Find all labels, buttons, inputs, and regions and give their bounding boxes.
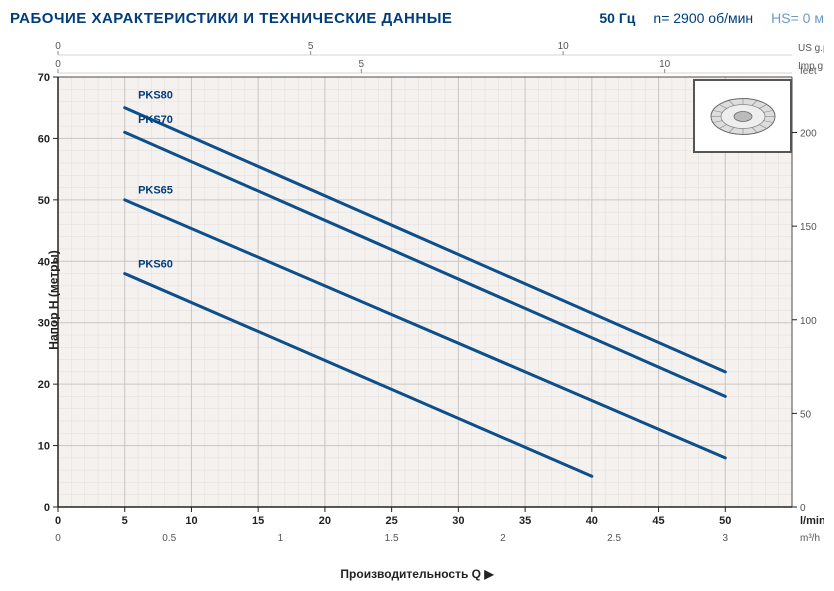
svg-text:5: 5 bbox=[359, 59, 365, 70]
svg-text:PKS60: PKS60 bbox=[138, 258, 173, 270]
svg-text:45: 45 bbox=[652, 515, 664, 527]
svg-text:5: 5 bbox=[122, 515, 128, 527]
svg-text:25: 25 bbox=[386, 515, 398, 527]
svg-text:35: 35 bbox=[519, 515, 531, 527]
svg-text:0: 0 bbox=[55, 515, 61, 527]
svg-text:20: 20 bbox=[38, 379, 50, 391]
svg-text:60: 60 bbox=[38, 133, 50, 145]
pump-chart: Напор H (метры) 010203040506070050100150… bbox=[10, 35, 824, 565]
svg-text:50: 50 bbox=[800, 409, 812, 420]
svg-text:0: 0 bbox=[44, 502, 50, 514]
svg-text:l/min: l/min bbox=[800, 515, 824, 527]
svg-text:15: 15 bbox=[252, 515, 264, 527]
svg-text:2.5: 2.5 bbox=[607, 533, 621, 544]
gear-illustration bbox=[693, 79, 792, 153]
svg-text:Imp g.p.m.: Imp g.p.m. bbox=[798, 61, 824, 72]
svg-text:US g.p.m.: US g.p.m. bbox=[798, 43, 824, 54]
svg-text:150: 150 bbox=[800, 222, 817, 233]
svg-text:70: 70 bbox=[38, 72, 50, 84]
spec-rpm: n= 2900 об/мин bbox=[653, 10, 753, 26]
svg-text:200: 200 bbox=[800, 129, 817, 140]
svg-text:0: 0 bbox=[55, 41, 61, 52]
svg-text:0: 0 bbox=[55, 59, 61, 70]
spec-freq: 50 Гц bbox=[599, 10, 635, 26]
svg-text:100: 100 bbox=[800, 316, 817, 327]
svg-text:PKS70: PKS70 bbox=[138, 114, 173, 126]
svg-text:PKS80: PKS80 bbox=[138, 90, 173, 102]
svg-text:50: 50 bbox=[719, 515, 731, 527]
svg-text:2: 2 bbox=[500, 533, 506, 544]
page-title: РАБОЧИЕ ХАРАКТЕРИСТИКИ И ТЕХНИЧЕСКИЕ ДАН… bbox=[10, 10, 452, 27]
svg-text:1.5: 1.5 bbox=[385, 533, 399, 544]
svg-text:10: 10 bbox=[558, 41, 570, 52]
svg-text:1: 1 bbox=[278, 533, 284, 544]
svg-text:50: 50 bbox=[38, 195, 50, 207]
svg-text:0: 0 bbox=[800, 503, 806, 514]
svg-text:0.5: 0.5 bbox=[162, 533, 176, 544]
x-axis-label: Производительность Q ▶ bbox=[10, 567, 824, 581]
y-axis-label: Напор H (метры) bbox=[47, 250, 61, 349]
svg-text:40: 40 bbox=[586, 515, 598, 527]
svg-text:20: 20 bbox=[319, 515, 331, 527]
svg-text:3: 3 bbox=[722, 533, 728, 544]
svg-text:10: 10 bbox=[38, 441, 50, 453]
svg-text:10: 10 bbox=[185, 515, 197, 527]
svg-text:10: 10 bbox=[659, 59, 671, 70]
spec-hs: HS= 0 м bbox=[771, 10, 824, 26]
svg-text:5: 5 bbox=[308, 41, 314, 52]
svg-text:0: 0 bbox=[55, 533, 61, 544]
svg-text:30: 30 bbox=[452, 515, 464, 527]
svg-text:m³/h: m³/h bbox=[800, 533, 820, 544]
svg-text:PKS65: PKS65 bbox=[138, 185, 173, 197]
